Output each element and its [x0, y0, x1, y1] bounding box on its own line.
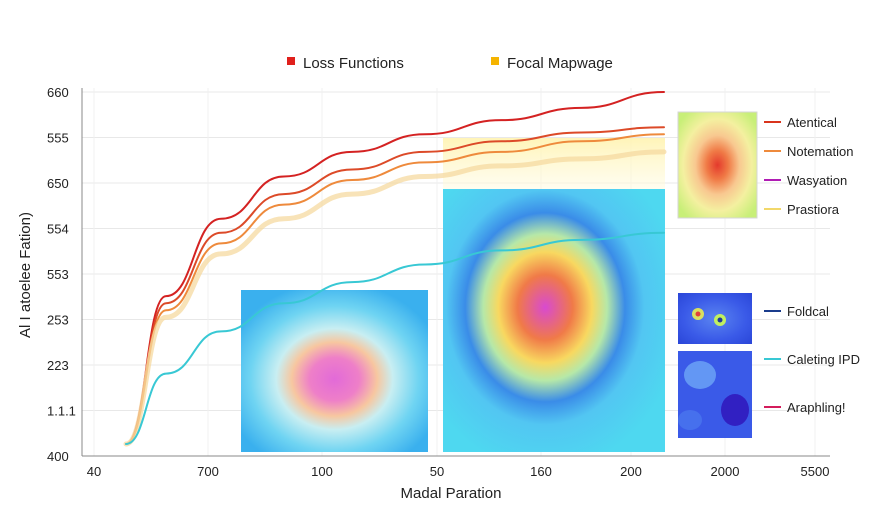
right-legend-label: Foldcal [787, 304, 829, 319]
right-legend-label: Wasyation [787, 173, 847, 188]
series-line-3 [123, 149, 667, 447]
top-legend: Loss Functions Focal Mapwage [287, 55, 613, 72]
y-tick-label: 554 [47, 222, 69, 237]
heatmap-panel-left [241, 290, 428, 452]
right-legend-label: Prastiora [787, 202, 840, 217]
series-line-4 [125, 231, 665, 445]
y-tick-label: 650 [47, 176, 69, 191]
x-tick-label: 50 [430, 464, 444, 479]
series-line-1 [125, 126, 665, 445]
x-tick-labels: 40 700 100 50 160 200 2000 5500 [87, 464, 830, 479]
x-tick-label: 160 [530, 464, 552, 479]
legend-label-loss-functions: Loss Functions [303, 55, 404, 72]
y-tick-label: 553 [47, 267, 69, 282]
x-axis-title: Madal Paration [401, 485, 502, 502]
y-tick-label: 253 [47, 313, 69, 328]
heatmap-thumb-top [677, 111, 758, 219]
right-legend-label: Araphling! [787, 400, 846, 415]
y-tick-label: 660 [47, 85, 69, 100]
series-line-2 [125, 133, 665, 445]
right-legend-label: Notemation [787, 144, 853, 159]
y-tick-label: 555 [47, 131, 69, 146]
series-line-0 [125, 91, 665, 445]
x-tick-label: 200 [620, 464, 642, 479]
y-tick-labels: 660 555 650 554 553 253 223 1.1.1 400 [47, 85, 76, 464]
x-tick-label: 2000 [711, 464, 740, 479]
x-tick-label: 100 [311, 464, 333, 479]
legend-swatch-focal-mapwage [491, 57, 499, 65]
x-tick-label: 40 [87, 464, 101, 479]
heatmap-thumb-mid [678, 293, 752, 344]
right-legend-label: Caleting IPD [787, 352, 860, 367]
x-tick-label: 700 [197, 464, 219, 479]
y-axis-title: Al I atoelee Fation) [17, 212, 34, 338]
y-tick-label: 400 [47, 449, 69, 464]
right-legend-label: Atentical [787, 115, 837, 130]
heatmap-thumb-bottom [678, 351, 752, 438]
legend-label-focal-mapwage: Focal Mapwage [507, 55, 613, 72]
right-legend-top: Atentical Notemation Wasyation Prastiora [764, 115, 853, 217]
highlight-band [443, 138, 665, 190]
y-tick-label: 223 [47, 358, 69, 373]
series-group [123, 91, 667, 447]
heatmap-panel-center [443, 189, 665, 452]
legend-swatch-loss-functions [287, 57, 295, 65]
x-tick-label: 5500 [801, 464, 830, 479]
right-legend-bottom: Foldcal Caleting IPD Araphling! [764, 304, 860, 415]
y-tick-label: 1.1.1 [47, 404, 76, 419]
